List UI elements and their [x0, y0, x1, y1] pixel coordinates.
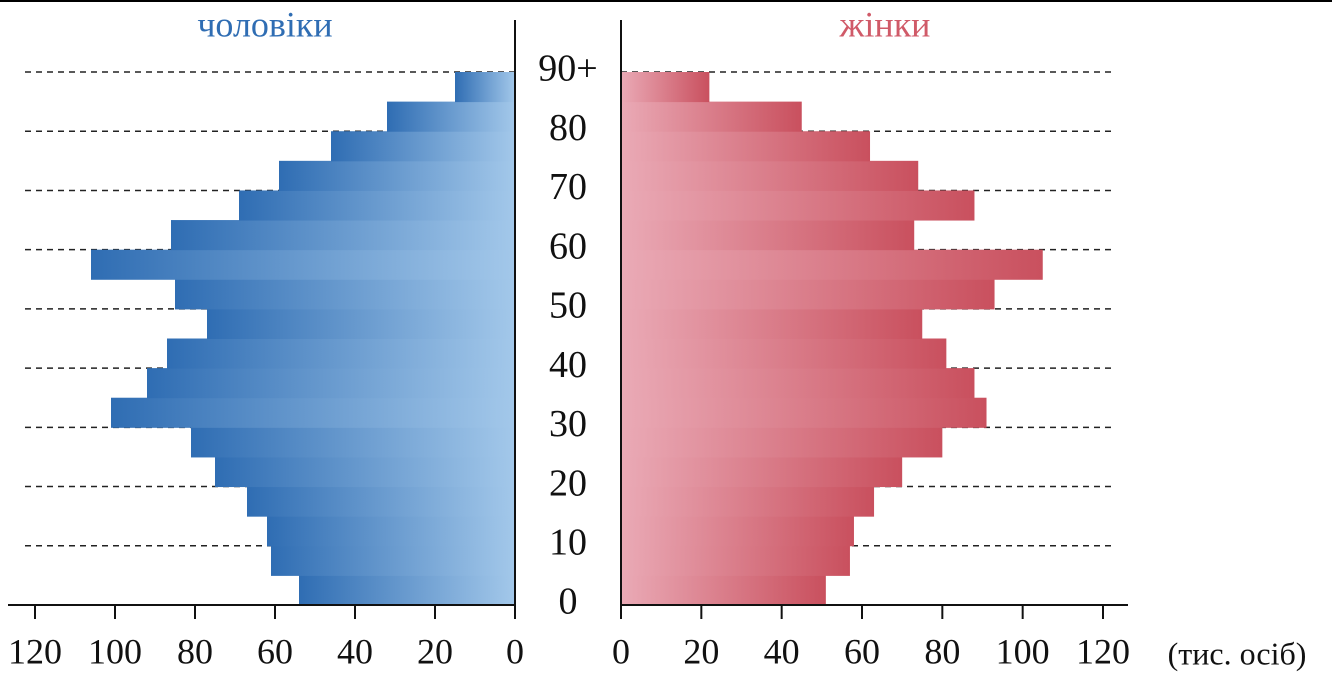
male-bar: [267, 516, 515, 547]
female-bar: [621, 131, 871, 162]
female-bar: [621, 160, 919, 191]
x-tick-label: 100: [996, 631, 1050, 671]
male-title: чоловіки: [197, 4, 332, 44]
age-label: 30: [549, 403, 587, 445]
male-bar: [455, 72, 515, 103]
male-bar: [167, 338, 515, 369]
female-bar: [621, 308, 923, 339]
male-bar: [91, 249, 515, 280]
male-bar: [111, 397, 515, 428]
male-bar: [247, 486, 515, 517]
x-tick-label: 0: [612, 631, 630, 671]
male-bar: [215, 456, 515, 488]
female-title: жінки: [839, 4, 931, 44]
age-label: 0: [559, 581, 578, 623]
x-tick-label: 0: [506, 631, 524, 671]
female-bar: [621, 427, 943, 458]
male-bar: [279, 160, 515, 191]
age-label: 20: [549, 462, 587, 504]
male-bar: [207, 308, 515, 339]
female-bar: [621, 456, 903, 488]
male-bar: [299, 575, 515, 606]
male-bar: [387, 101, 515, 132]
x-tick-label: 80: [177, 631, 213, 671]
female-bar: [621, 545, 850, 576]
age-label: 50: [549, 285, 587, 327]
x-tick-label: 20: [683, 631, 719, 671]
x-tick-label: 40: [337, 631, 373, 671]
age-label: 80: [549, 107, 587, 149]
x-tick-label: 80: [924, 631, 960, 671]
unit-label: (тис. осіб): [1168, 635, 1307, 671]
female-bar: [621, 397, 987, 428]
female-bar: [621, 575, 826, 606]
age-label: 60: [549, 225, 587, 267]
age-label: 70: [549, 166, 587, 208]
male-bar: [191, 427, 515, 458]
x-tick-label: 60: [257, 631, 293, 671]
female-bar: [621, 190, 975, 221]
x-tick-label: 60: [844, 631, 880, 671]
female-bar: [621, 486, 875, 517]
x-tick-label: 120: [1076, 631, 1130, 671]
male-bar: [331, 131, 515, 162]
female-bar: [621, 279, 995, 310]
female-bar: [621, 338, 947, 369]
male-bar: [271, 545, 515, 576]
female-bar: [621, 72, 710, 103]
female-bar: [621, 220, 915, 251]
x-tick-label: 40: [764, 631, 800, 671]
female-bar: [621, 249, 1043, 280]
male-bar: [175, 279, 515, 310]
male-bar: [147, 368, 515, 399]
x-tick-label: 20: [417, 631, 453, 671]
male-bar: [239, 190, 515, 221]
x-tick-label: 120: [8, 631, 62, 671]
male-bar: [171, 220, 515, 251]
female-bar: [621, 368, 975, 399]
female-bar: [621, 516, 854, 547]
age-label: 40: [549, 344, 587, 386]
age-label: 90+: [538, 48, 597, 90]
age-label: 10: [549, 521, 587, 563]
female-bar: [621, 101, 802, 132]
x-tick-label: 100: [88, 631, 142, 671]
